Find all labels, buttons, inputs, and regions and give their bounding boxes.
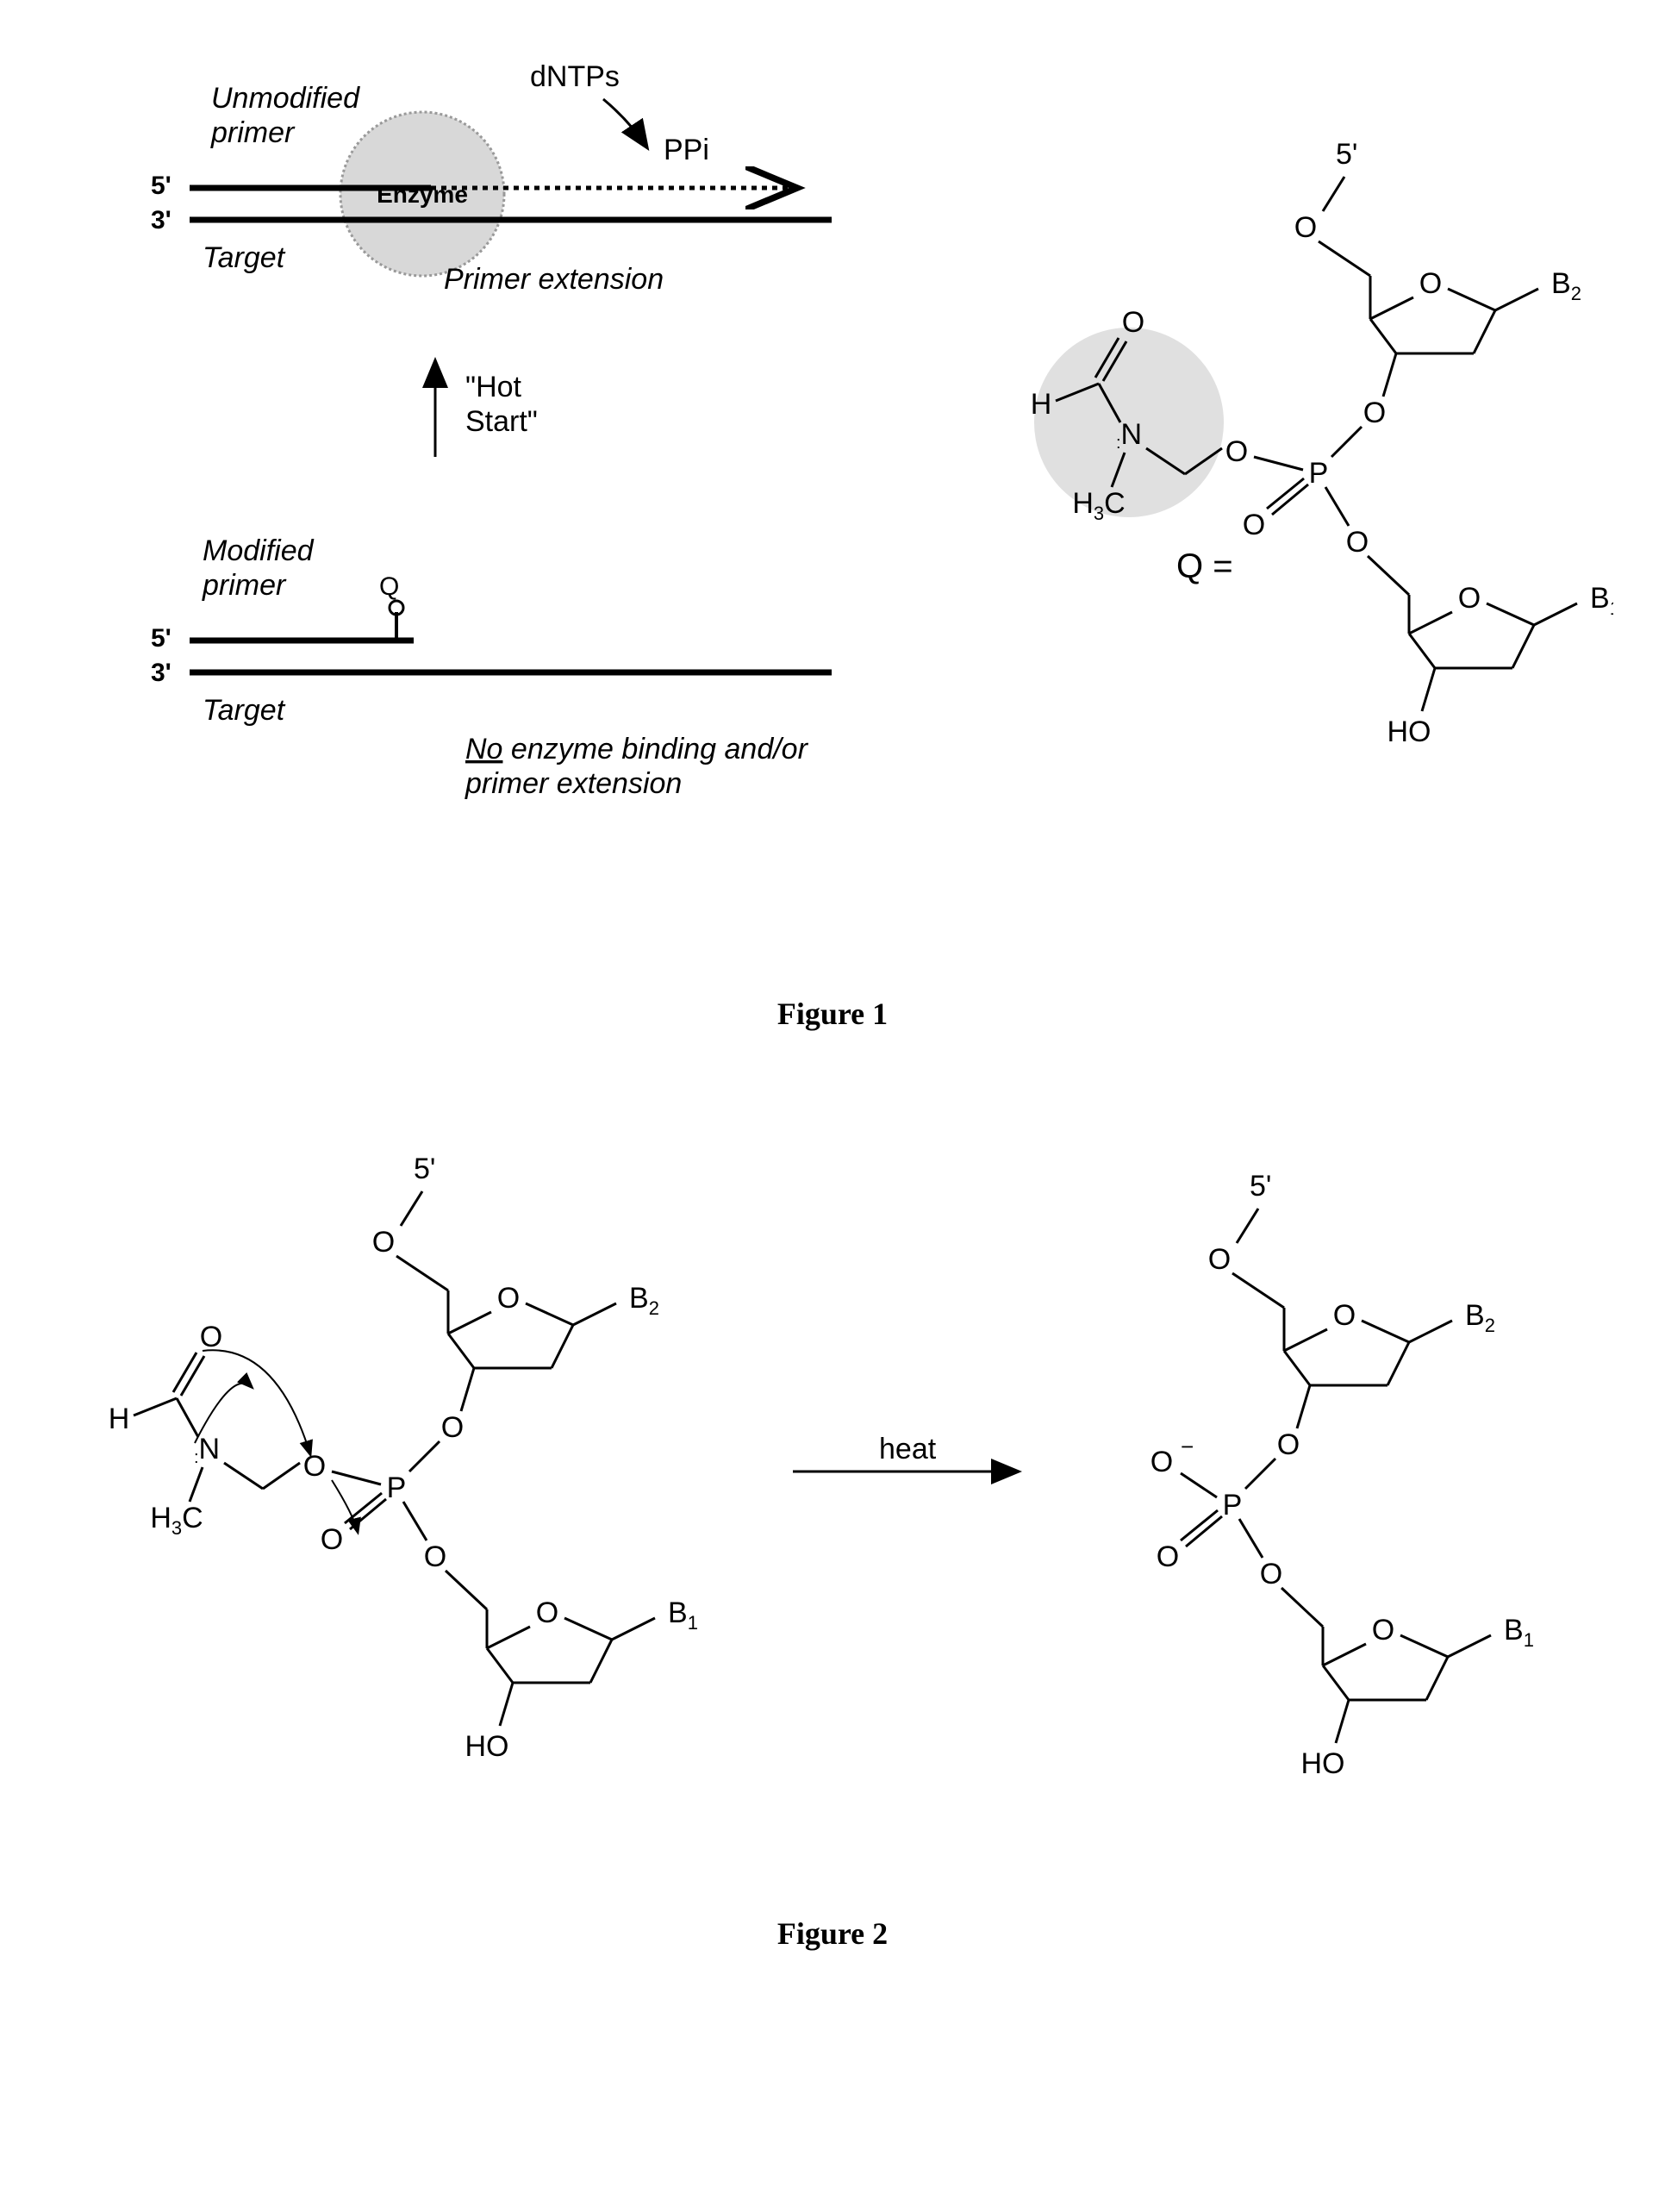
no-extension-label: No enzyme binding and/or: [465, 733, 809, 765]
q-5prime: 5': [1336, 138, 1357, 171]
target-label-top: Target: [203, 241, 286, 274]
r-o2: O: [1277, 1428, 1300, 1461]
figure-2-container: 5' O O B2 O P O O: [52, 1101, 1613, 1952]
l-h: H: [109, 1403, 130, 1435]
q-b2: B2: [1551, 267, 1581, 304]
q-structure: 5' O O B2 O P: [1031, 138, 1613, 748]
q-ring-o1: O: [1419, 267, 1442, 300]
unmodified-primer-label-line1: Unmodified: [211, 82, 360, 115]
figure-2-caption: Figure 2: [52, 1915, 1613, 1952]
right-structure: 5' O O B2 O P O O: [1151, 1170, 1534, 1780]
figure-2-svg: 5' O O B2 O P O O: [52, 1101, 1613, 1877]
three-prime-bottom: 3': [151, 659, 171, 687]
l-o4: O: [303, 1450, 326, 1483]
l-5prime: 5': [414, 1153, 435, 1185]
hot-start-label-1: "Hot: [465, 371, 522, 403]
r-5prime: 5': [1250, 1170, 1271, 1203]
heat-label: heat: [879, 1433, 937, 1465]
top-diagram: Enzyme Unmodified primer dNTPs PPi 5' 3'…: [151, 60, 832, 296]
q-o2: O: [1363, 397, 1386, 429]
l-ho: HO: [465, 1730, 509, 1763]
l-p-o-dbl: O: [321, 1523, 343, 1556]
figure-1-container: Enzyme Unmodified primer dNTPs PPi 5' 3'…: [52, 52, 1613, 1032]
three-prime-top: 3': [151, 206, 171, 234]
no-extension-label-2: primer extension: [465, 767, 682, 800]
q-p-o-dbl: O: [1243, 509, 1265, 541]
q-label: Q: [379, 572, 399, 601]
ppi-label: PPi: [664, 134, 709, 166]
r-o1: O: [1208, 1243, 1231, 1276]
left-structure: 5' O O B2 O P O O: [109, 1153, 698, 1763]
r-bottom-sugar: O B1 HO: [1301, 1614, 1534, 1780]
dntps-label: dNTPs: [530, 60, 620, 93]
modified-primer-label-1: Modified: [203, 534, 315, 567]
r-minus: −: [1181, 1434, 1194, 1459]
l-top-sugar: O B2: [448, 1282, 659, 1368]
five-prime-top: 5': [151, 172, 171, 200]
r-p-o-dbl: O: [1157, 1540, 1179, 1573]
r-b1: B1: [1504, 1614, 1534, 1651]
q-ho: HO: [1388, 715, 1431, 748]
r-b2: B2: [1465, 1299, 1495, 1336]
q-o1: O: [1294, 211, 1317, 244]
r-ring-o1: O: [1333, 1299, 1356, 1332]
bottom-diagram: Modified primer 5' 3' Q Target No enzyme…: [151, 534, 832, 800]
r-o3: O: [1260, 1558, 1282, 1590]
l-carbonyl-o: O: [200, 1321, 222, 1353]
r-ring-o2: O: [1372, 1614, 1394, 1647]
dntps-arrow: [603, 99, 646, 147]
modified-primer-label-2: primer: [202, 569, 287, 602]
five-prime-bottom: 5': [151, 624, 171, 653]
q-p: P: [1309, 457, 1329, 490]
q-carbonyl-o: O: [1122, 306, 1144, 339]
l-bottom-sugar: O B1 HO: [465, 1597, 698, 1763]
primer-extension-label: Primer extension: [444, 263, 664, 296]
figure-1-svg: Enzyme Unmodified primer dNTPs PPi 5' 3'…: [52, 52, 1613, 957]
unmodified-primer-label-line2: primer: [210, 116, 296, 149]
l-o2: O: [441, 1411, 464, 1444]
r-ho: HO: [1301, 1747, 1345, 1780]
r-top-sugar: O B2: [1284, 1299, 1495, 1385]
l-b1: B1: [668, 1597, 698, 1634]
hot-start-arrow-group: "Hot Start": [435, 362, 538, 457]
l-ring-o2: O: [536, 1597, 558, 1629]
r-p: P: [1223, 1489, 1243, 1522]
target-label-bottom: Target: [203, 694, 286, 727]
q-equals-label: Q =: [1176, 547, 1233, 585]
q-b1: B1: [1590, 582, 1613, 619]
q-o3: O: [1346, 526, 1369, 559]
heat-arrow-group: heat: [793, 1433, 1017, 1472]
q-h: H: [1031, 388, 1052, 421]
q-top-sugar: O B2: [1370, 267, 1581, 353]
figure-1-caption: Figure 1: [52, 996, 1613, 1032]
l-b2: B2: [629, 1282, 659, 1319]
l-ring-o1: O: [497, 1282, 520, 1315]
q-ring-o2: O: [1458, 582, 1481, 615]
hot-start-label-2: Start": [465, 405, 538, 438]
l-p: P: [387, 1472, 407, 1504]
q-o4: O: [1225, 435, 1248, 468]
l-h3c: H3C: [150, 1502, 203, 1539]
l-o3: O: [424, 1540, 446, 1573]
l-o1: O: [372, 1226, 395, 1259]
r-o-minus: O: [1151, 1446, 1173, 1478]
q-bottom-sugar: O B1 HO: [1388, 582, 1614, 748]
